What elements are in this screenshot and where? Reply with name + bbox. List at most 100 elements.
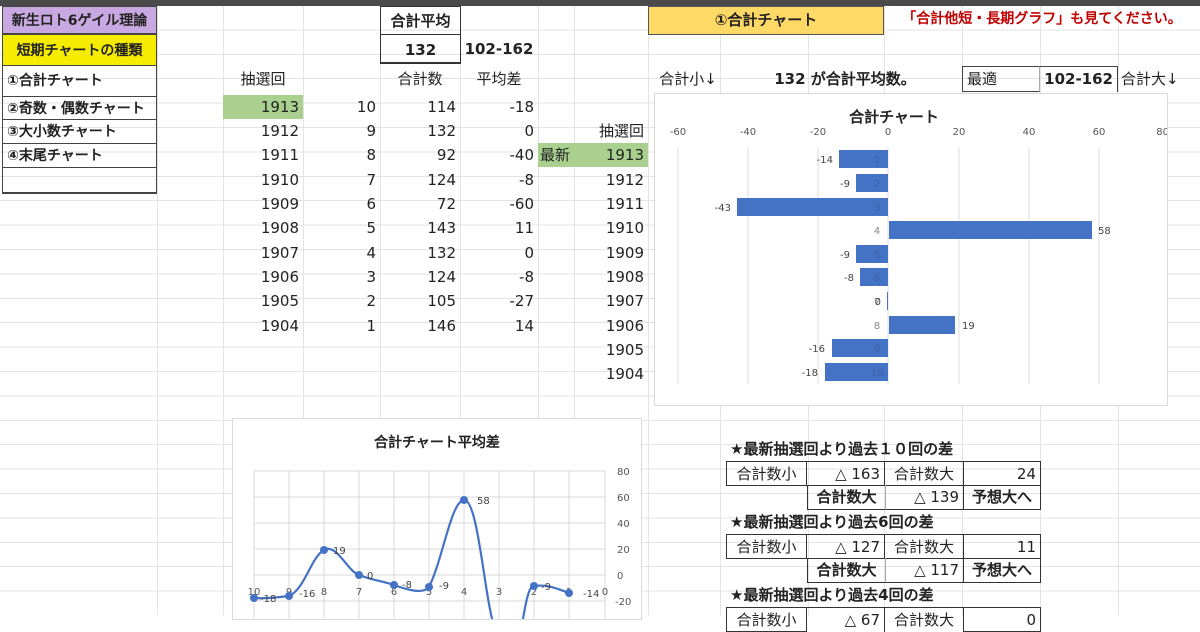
draw-number-cell[interactable]: 1904 xyxy=(260,317,299,335)
draw-list-item[interactable]: 1908 xyxy=(605,268,644,286)
sum-cell[interactable]: 146 xyxy=(427,317,456,335)
svg-text:-18: -18 xyxy=(802,368,818,379)
diff-cell[interactable]: -8 xyxy=(519,268,534,286)
sum-cell[interactable]: 105 xyxy=(427,292,456,310)
svg-text:-14: -14 xyxy=(817,155,833,166)
bar-1[interactable] xyxy=(839,150,888,168)
index-cell[interactable]: 10 xyxy=(356,98,376,116)
index-cell[interactable]: 3 xyxy=(366,268,376,286)
svg-text:2: 2 xyxy=(531,587,537,598)
draw-number-cell[interactable]: 1907 xyxy=(260,244,299,262)
draw-list-item[interactable]: 1910 xyxy=(605,219,644,237)
sum-cell[interactable]: 132 xyxy=(427,244,456,262)
draw-number-cell[interactable]: 1905 xyxy=(260,292,299,310)
latest-label: 最新 xyxy=(538,143,574,167)
draw-list-item[interactable]: 1907 xyxy=(605,292,644,310)
draw-list-item[interactable]: 1905 xyxy=(605,341,644,359)
bar-5[interactable] xyxy=(856,245,888,263)
draw-number-cell[interactable]: 1912 xyxy=(260,122,299,140)
sum-cell[interactable]: 92 xyxy=(436,146,456,164)
draw-list-item[interactable]: 1904 xyxy=(605,365,644,383)
bar-2[interactable] xyxy=(856,174,888,192)
diff-cell[interactable]: -18 xyxy=(509,98,535,116)
sidebar-item-empty[interactable] xyxy=(2,168,157,194)
draw-list-item[interactable]: 1913 xyxy=(574,143,648,167)
svg-text:-43: -43 xyxy=(715,203,731,214)
svg-text:3: 3 xyxy=(496,587,502,598)
svg-text:-60: -60 xyxy=(670,127,686,138)
sum-cell[interactable]: 72 xyxy=(436,195,456,213)
diff-section-title: ★最新抽選回より過去6回の差 xyxy=(730,513,934,531)
draw-number-cell[interactable]: 1913 xyxy=(223,95,303,119)
sum-cell[interactable]: 132 xyxy=(427,122,456,140)
sum-cell[interactable]: 114 xyxy=(427,98,456,116)
bar-7[interactable] xyxy=(887,292,888,310)
column-header-draw: 抽選回 xyxy=(240,70,286,88)
diff-cell[interactable]: -60 xyxy=(509,195,535,213)
bar-4[interactable] xyxy=(889,221,1092,239)
draw-number-cell[interactable]: 1910 xyxy=(260,171,299,189)
column-header-sum: 合計数 xyxy=(397,70,443,88)
bar-8[interactable] xyxy=(889,316,955,334)
draw-number-cell[interactable]: 1908 xyxy=(260,219,299,237)
diff-cell[interactable]: -27 xyxy=(509,292,535,310)
index-cell[interactable]: 4 xyxy=(366,244,376,262)
bar-3[interactable] xyxy=(737,198,888,216)
line-chart-markers xyxy=(250,496,573,602)
draw-list-item[interactable]: 1909 xyxy=(605,244,644,262)
index-cell[interactable]: 9 xyxy=(366,122,376,140)
svg-text:10: 10 xyxy=(871,368,884,379)
sum-cell[interactable]: 124 xyxy=(427,268,456,286)
diff-cell[interactable]: -8 xyxy=(519,171,534,189)
sidebar-item-last-digit-chart[interactable]: ④末尾チャート xyxy=(2,144,157,168)
svg-text:0: 0 xyxy=(885,127,891,138)
sum-large-label: 合計大↓ xyxy=(1121,70,1179,88)
chart-types-heading: 短期チャートの種類 xyxy=(2,34,157,66)
sidebar-item-high-low-chart[interactable]: ③大小数チャート xyxy=(2,120,157,144)
sum-chart-button[interactable]: ①合計チャート xyxy=(648,6,884,35)
bar-chart-canvas: 合計チャート -60 -40 -20 0 20 40 60 80 xyxy=(670,108,1169,384)
draw-list-item[interactable]: 1911 xyxy=(605,195,644,213)
index-cell[interactable]: 7 xyxy=(366,171,376,189)
index-cell[interactable]: 5 xyxy=(366,219,376,237)
sum-large-label: 合計数大 xyxy=(885,534,963,559)
bar-10[interactable] xyxy=(825,363,888,381)
draw-number-cell[interactable]: 1911 xyxy=(260,146,299,164)
svg-text:2: 2 xyxy=(874,179,880,190)
diff-cell[interactable]: 0 xyxy=(524,122,534,140)
svg-text:-18: -18 xyxy=(260,594,276,605)
bar-6[interactable] xyxy=(860,268,888,286)
average-sentence: 132 が合計平均数。 xyxy=(774,70,916,88)
sum-cell[interactable]: 143 xyxy=(427,219,456,237)
sidebar-item-sum-chart[interactable]: ①合計チャート xyxy=(2,66,157,96)
sum-cell[interactable]: 124 xyxy=(427,171,456,189)
svg-text:0: 0 xyxy=(617,571,623,582)
draw-list-item[interactable]: 1912 xyxy=(605,171,644,189)
svg-text:60: 60 xyxy=(617,493,630,504)
draw-number-cell[interactable]: 1909 xyxy=(260,195,299,213)
svg-text:19: 19 xyxy=(333,546,346,557)
svg-text:3: 3 xyxy=(874,203,880,214)
svg-text:5: 5 xyxy=(426,587,432,598)
notice-text: 「合計他短・長期グラフ」も見てください。 xyxy=(902,11,1182,27)
sidebar-item-odd-even-chart[interactable]: ②奇数・偶数チャート xyxy=(2,96,157,120)
index-cell[interactable]: 8 xyxy=(366,146,376,164)
diff-cell[interactable]: 0 xyxy=(524,244,534,262)
line-chart-y-axis: 80 60 40 20 0 -20 xyxy=(615,467,631,608)
bar-9[interactable] xyxy=(832,339,888,357)
draw-list-item[interactable]: 1906 xyxy=(605,317,644,335)
avg-diff-line-chart[interactable]: 合計チャート平均差 80 60 40 20 0 - xyxy=(232,418,642,632)
index-cell[interactable]: 6 xyxy=(366,195,376,213)
draw-number-cell[interactable]: 1906 xyxy=(260,268,299,286)
diff-cell[interactable]: 11 xyxy=(514,219,534,237)
grid-column-line xyxy=(648,6,649,615)
sum-bar-chart[interactable]: 合計チャート -60 -40 -20 0 20 40 60 80 xyxy=(654,93,1169,406)
index-cell[interactable]: 2 xyxy=(366,292,376,310)
diff-cell[interactable]: -40 xyxy=(509,146,535,164)
sum-average-label: 合計平均 xyxy=(380,6,461,34)
index-cell[interactable]: 1 xyxy=(366,317,376,335)
optimal-label: 最適 xyxy=(962,66,1040,92)
svg-text:20: 20 xyxy=(617,545,630,556)
svg-text:-8: -8 xyxy=(844,273,854,284)
diff-cell[interactable]: 14 xyxy=(514,317,534,335)
